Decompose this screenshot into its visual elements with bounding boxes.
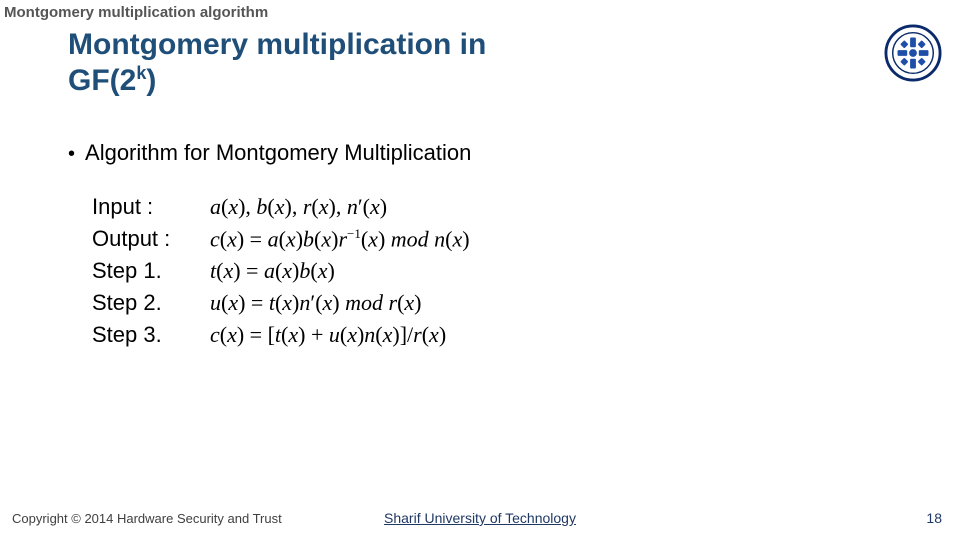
row-label: Step 1.	[92, 258, 210, 284]
copyright-text: Copyright © 2014 Hardware Security and T…	[12, 511, 282, 526]
university-logo-icon	[884, 24, 942, 82]
table-row: Output : c(x) = a(x)b(x)r−1(x) mod n(x)	[92, 226, 828, 252]
table-row: Step 2. u(x) = t(x)n′(x) mod r(x)	[92, 290, 828, 316]
bullet-dot-icon: •	[68, 144, 75, 164]
breadcrumb: Montgomery multiplication algorithm	[4, 4, 268, 21]
table-row: Input : a(x), b(x), r(x), n′(x)	[92, 194, 828, 220]
bullet-item: • Algorithm for Montgomery Multiplicatio…	[68, 140, 828, 166]
algorithm-table: Input : a(x), b(x), r(x), n′(x) Output :…	[92, 194, 828, 348]
row-math: c(x) = [t(x) + u(x)n(x)]/r(x)	[210, 322, 446, 348]
slide-footer: Copyright © 2014 Hardware Security and T…	[0, 502, 960, 526]
page-number: 18	[926, 510, 942, 526]
slide-title: Montgomery multiplication in GF(2k)	[68, 28, 768, 98]
table-row: Step 3. c(x) = [t(x) + u(x)n(x)]/r(x)	[92, 322, 828, 348]
title-line-1: Montgomery multiplication in	[68, 28, 768, 63]
university-name: Sharif University of Technology	[384, 510, 576, 526]
table-row: Step 1. t(x) = a(x)b(x)	[92, 258, 828, 284]
row-math: c(x) = a(x)b(x)r−1(x) mod n(x)	[210, 226, 470, 252]
row-math: t(x) = a(x)b(x)	[210, 258, 335, 284]
row-label: Step 3.	[92, 322, 210, 348]
row-label: Output :	[92, 226, 210, 252]
slide-content: • Algorithm for Montgomery Multiplicatio…	[68, 140, 828, 354]
title-line-2: GF(2k)	[68, 63, 768, 99]
bullet-text: Algorithm for Montgomery Multiplication	[85, 140, 471, 166]
row-label: Step 2.	[92, 290, 210, 316]
row-math: u(x) = t(x)n′(x) mod r(x)	[210, 290, 421, 316]
row-label: Input :	[92, 194, 210, 220]
row-math: a(x), b(x), r(x), n′(x)	[210, 194, 387, 220]
